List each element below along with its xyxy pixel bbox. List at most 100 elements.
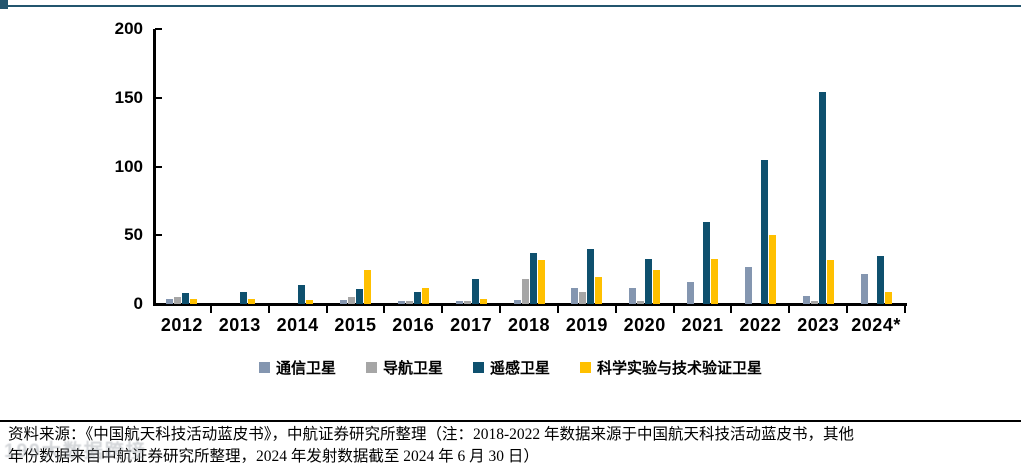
y-axis-tick [155, 165, 162, 168]
bar-科学实验与技术验证卫星-2019 [595, 276, 603, 304]
bar-导航卫星-2020 [637, 301, 645, 304]
bar-遥感卫星-2012 [182, 293, 190, 304]
x-axis-tick [556, 305, 559, 313]
bar-科学实验与技术验证卫星-2024* [884, 291, 892, 304]
bar-遥感卫星-2019 [587, 249, 595, 304]
bar-遥感卫星-2013 [240, 291, 248, 304]
bar-科学实验与技术验证卫星-2021 [711, 258, 719, 304]
x-axis-label-2015: 2015 [334, 315, 377, 335]
bar-通信卫星-2016 [397, 301, 405, 304]
footer-divider [0, 420, 1021, 422]
bar-导航卫星-2019 [579, 291, 587, 304]
bar-遥感卫星-2017 [471, 279, 479, 304]
bar-遥感卫星-2018 [529, 253, 537, 304]
bar-通信卫星-2018 [513, 299, 521, 304]
y-axis-tick [155, 96, 162, 99]
bar-科学实验与技术验证卫星-2023 [826, 260, 834, 304]
x-axis-tick [904, 305, 906, 313]
bar-遥感卫星-2016 [413, 291, 421, 304]
y-axis-tick-label: 150 [114, 87, 143, 107]
bar-遥感卫星-2024* [876, 255, 884, 304]
y-axis-tick-label: 50 [124, 225, 143, 245]
bar-通信卫星-2017 [455, 301, 463, 304]
bar-科学实验与技术验证卫星-2017 [479, 298, 487, 304]
bar-科学实验与技术验证卫星-2013 [248, 298, 256, 304]
x-axis-tick [325, 305, 328, 313]
legend-label: 科学实验与技术验证卫星 [597, 360, 763, 377]
x-axis-label-2018: 2018 [507, 315, 550, 335]
y-axis-line [153, 29, 156, 306]
bar-遥感卫星-2015 [355, 288, 363, 304]
x-axis-label-2017: 2017 [450, 315, 493, 335]
bar-通信卫星-2024* [860, 273, 868, 304]
x-axis-tick [499, 305, 502, 313]
x-axis-tick [209, 305, 212, 313]
y-axis-tick-label: 0 [133, 294, 143, 313]
x-axis-label-2014: 2014 [276, 315, 319, 335]
bar-科学实验与技术验证卫星-2018 [537, 260, 545, 304]
legend-label: 导航卫星 [382, 360, 443, 377]
bar-科学实验与技术验证卫星-2012 [190, 298, 198, 304]
x-axis-label-2021: 2021 [681, 315, 724, 335]
bar-通信卫星-2012 [166, 298, 174, 304]
x-axis-label-2022: 2022 [739, 315, 782, 335]
bar-通信卫星-2019 [571, 287, 579, 304]
legend-label: 通信卫星 [275, 360, 336, 377]
legend-item: 通信卫星 [258, 357, 336, 378]
bar-科学实验与技术验证卫星-2015 [363, 269, 371, 304]
y-axis-tick-label: 100 [114, 156, 143, 176]
bar-导航卫星-2012 [174, 297, 182, 304]
bar-遥感卫星-2020 [645, 258, 653, 304]
x-axis-line [153, 303, 907, 306]
bar-通信卫星-2020 [629, 287, 637, 304]
bar-通信卫星-2023 [802, 295, 810, 304]
x-axis-tick [846, 305, 849, 313]
legend-item: 导航卫星 [365, 357, 443, 378]
chart-legend: 通信卫星 导航卫星 遥感卫星 科学实验与技术验证卫星 [0, 357, 1021, 378]
bar-遥感卫星-2023 [818, 92, 826, 304]
x-axis-label-2019: 2019 [565, 315, 608, 335]
x-axis-tick [614, 305, 617, 313]
bar-遥感卫星-2014 [298, 284, 306, 304]
bar-导航卫星-2015 [347, 297, 355, 304]
x-axis-label-2024*: 2024* [851, 315, 901, 335]
bar-科学实验与技术验证卫星-2016 [421, 287, 429, 304]
x-axis-tick [441, 305, 444, 313]
source-note-line2: 年份数据来自中航证券研究所整理，2024 年发射数据截至 2024 年 6 月 … [8, 448, 539, 465]
y-axis-tick-label: 200 [114, 19, 143, 38]
x-axis-tick [788, 305, 791, 313]
legend-label: 遥感卫星 [490, 360, 551, 377]
x-axis-label-2016: 2016 [392, 315, 435, 335]
x-axis-label-2012: 2012 [160, 315, 203, 335]
x-axis-label-2020: 2020 [623, 315, 666, 335]
y-axis-tick [155, 28, 162, 30]
x-axis-tick [730, 305, 733, 313]
bar-导航卫星-2018 [521, 279, 529, 304]
bar-导航卫星-2016 [405, 301, 413, 304]
legend-swatch-icon [580, 362, 592, 373]
legend-swatch-icon [258, 362, 270, 373]
x-axis-tick [267, 305, 270, 313]
bar-通信卫星-2021 [687, 282, 695, 304]
corner-artifact [0, 0, 8, 9]
legend-item: 科学实验与技术验证卫星 [580, 357, 762, 378]
x-axis-tick [383, 305, 386, 313]
bar-科学实验与技术验证卫星-2020 [653, 269, 661, 304]
source-note-line1: 资料来源：《中国航天科技活动蓝皮书》，中航证券研究所整理（注：2018-2022… [8, 426, 855, 443]
y-axis-tick [155, 234, 162, 237]
bar-导航卫星-2017 [463, 301, 471, 304]
bar-导航卫星-2023 [810, 301, 818, 304]
source-note: 资料来源：《中国航天科技活动蓝皮书》，中航证券研究所整理（注：2018-2022… [8, 424, 1013, 468]
top-border-line [0, 5, 1021, 7]
bar-科学实验与技术验证卫星-2014 [306, 299, 314, 304]
x-axis-label-2013: 2013 [218, 315, 261, 335]
legend-swatch-icon [365, 362, 377, 373]
bar-通信卫星-2015 [339, 299, 347, 304]
bar-遥感卫星-2021 [703, 221, 711, 304]
bar-遥感卫星-2022 [760, 159, 768, 304]
x-axis-tick [672, 305, 675, 313]
legend-item: 遥感卫星 [473, 357, 550, 378]
legend-swatch-icon [473, 362, 484, 373]
